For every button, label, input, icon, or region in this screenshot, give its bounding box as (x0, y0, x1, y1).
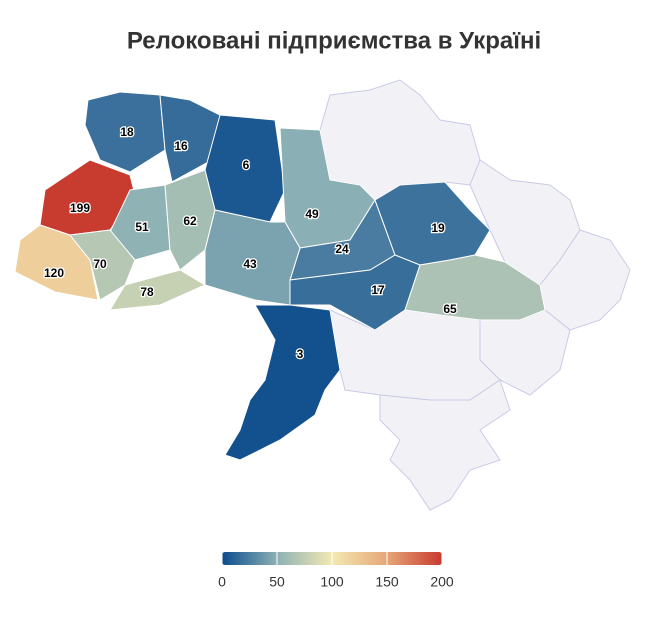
region-value-label: 6 (243, 158, 250, 172)
region-value-label: 62 (183, 214, 197, 228)
region (84, 91, 166, 173)
colorbar-tick-label: 150 (375, 574, 399, 590)
colorbar-tick-label: 50 (269, 574, 285, 590)
region-value-label: 18 (120, 125, 134, 139)
no-data-regions (319, 79, 631, 511)
region (404, 254, 546, 321)
color-legend: 0 50 100 150 200 (218, 552, 454, 590)
colorbar-tick-label: 0 (218, 574, 226, 590)
region-no-data (329, 309, 501, 401)
regions: 18 16 6 49 199 51 62 24 19 120 70 43 78 17 65 3 (14, 91, 546, 461)
region-value-label: 17 (371, 283, 385, 297)
region-no-data (379, 379, 511, 511)
region-value-label: 65 (443, 302, 457, 316)
region (109, 269, 207, 311)
colorbar-tick-label: 100 (320, 574, 344, 590)
region-no-data (539, 229, 631, 331)
region-value-label: 19 (431, 221, 445, 235)
chart-title: Релоковані підприємства в Україні (127, 27, 541, 54)
region-value-label: 70 (93, 257, 107, 271)
region-value-label: 78 (140, 285, 154, 299)
region-value-label: 24 (335, 242, 349, 256)
colorbar-tick-label: 200 (430, 574, 454, 590)
region-value-label: 3 (297, 347, 304, 361)
region-value-label: 199 (70, 201, 90, 215)
region-value-label: 120 (44, 266, 64, 280)
region (109, 184, 171, 261)
region-value-label: 43 (243, 257, 257, 271)
region-value-label: 16 (174, 139, 188, 153)
region-value-label: 49 (305, 207, 319, 221)
region-value-label: 51 (135, 220, 149, 234)
region (224, 304, 341, 461)
